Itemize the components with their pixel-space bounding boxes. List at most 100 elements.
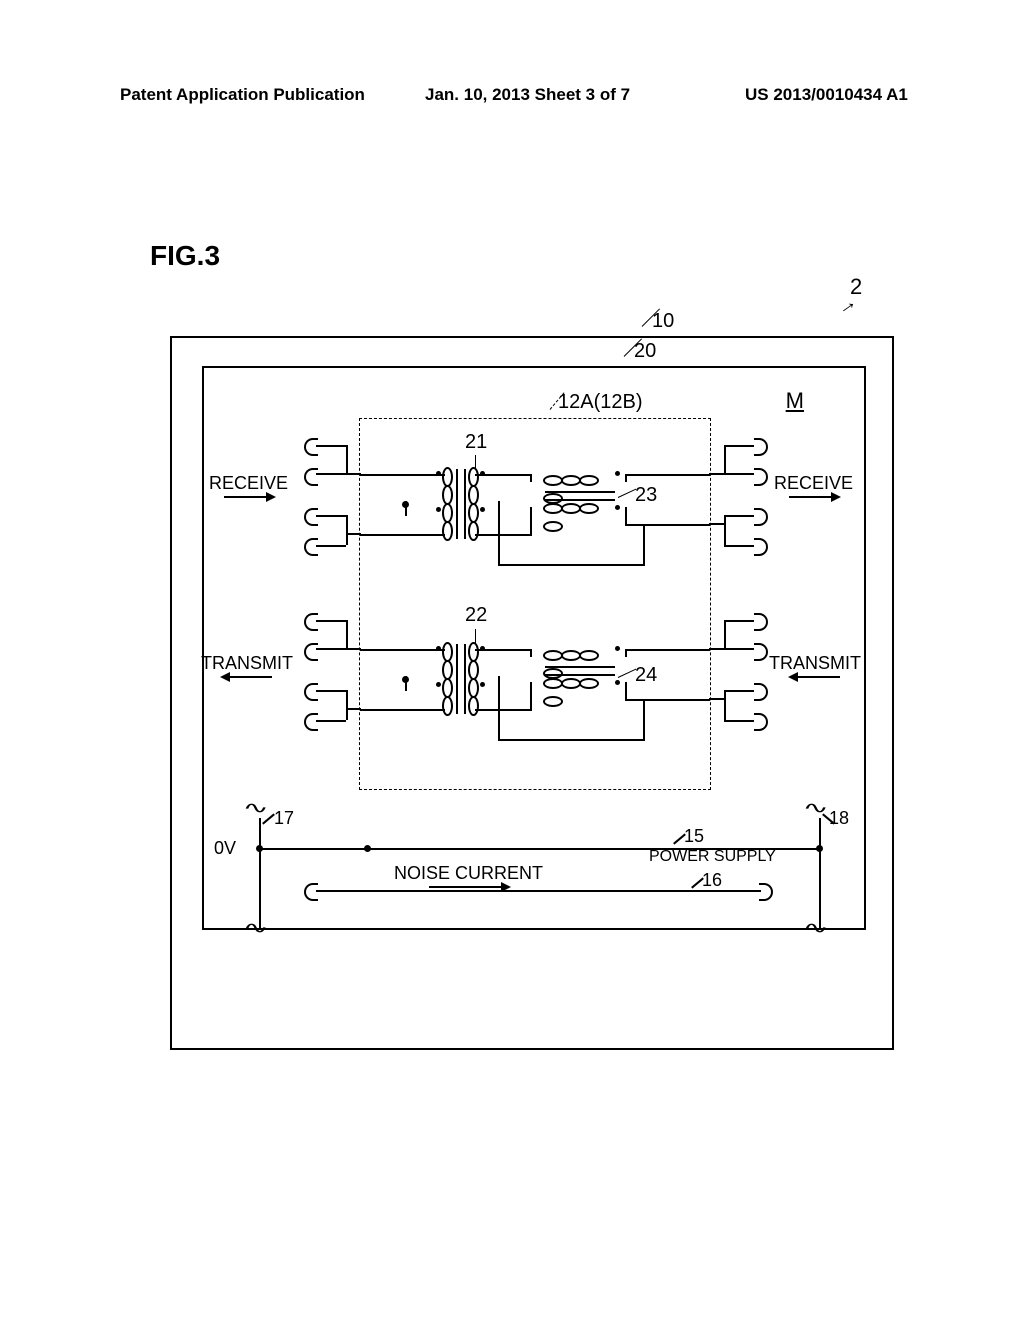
ref-module: 12A(12B) xyxy=(558,391,643,414)
terminal xyxy=(304,883,318,901)
wire xyxy=(475,474,530,476)
wire xyxy=(724,445,754,447)
choke-tx xyxy=(545,654,615,684)
terminal xyxy=(304,468,318,486)
wire xyxy=(346,620,348,648)
header-left: Patent Application Publication xyxy=(120,85,365,105)
wire xyxy=(625,649,710,651)
header-right: US 2013/0010434 A1 xyxy=(745,85,908,105)
transmit-left-label: TRANSMIT xyxy=(201,653,293,678)
arrow-left-icon xyxy=(222,676,272,678)
terminal xyxy=(754,468,768,486)
ref-17: 17 xyxy=(274,808,294,829)
ref-choke-rx-lead xyxy=(618,489,637,498)
ref-choke-tx: 24 xyxy=(635,664,657,687)
wire xyxy=(709,648,754,650)
wire xyxy=(530,507,532,536)
label-text: NOISE CURRENT xyxy=(394,863,543,883)
wire xyxy=(360,534,445,536)
terminal xyxy=(754,438,768,456)
wire xyxy=(643,524,645,566)
noise-current-label: NOISE CURRENT xyxy=(394,863,543,888)
wire xyxy=(498,676,500,741)
node xyxy=(402,676,409,683)
wire xyxy=(316,890,761,892)
terminal xyxy=(304,508,318,526)
inner-block: 20 M 12A(12B) 21 22 23 24 xyxy=(202,366,866,930)
wire xyxy=(316,720,346,722)
break-icon: ∿ xyxy=(242,798,269,818)
ref-18: 18 xyxy=(829,808,849,829)
wire xyxy=(498,739,643,741)
choke-rx xyxy=(545,479,615,509)
terminal xyxy=(304,438,318,456)
ref-16: 16 xyxy=(702,870,722,891)
arrow-right-icon xyxy=(429,886,509,888)
power-supply-label: POWER SUPPLY xyxy=(649,848,776,866)
wire xyxy=(819,818,821,928)
page-header: Patent Application Publication Jan. 10, … xyxy=(0,85,1024,115)
wire xyxy=(316,648,361,650)
node xyxy=(364,845,371,852)
wire xyxy=(475,649,530,651)
wire xyxy=(346,533,361,535)
ref-choke-rx: 23 xyxy=(635,484,657,507)
wire xyxy=(316,690,346,692)
wire xyxy=(724,620,726,648)
label-text: RECEIVE xyxy=(774,473,853,493)
wire xyxy=(724,545,754,547)
figure-caption: FIG.3 xyxy=(150,240,220,272)
terminal xyxy=(754,683,768,701)
wire xyxy=(475,709,530,711)
wire xyxy=(316,545,346,547)
wire xyxy=(316,515,346,517)
wire xyxy=(475,534,530,536)
ref-xfmr-rx: 21 xyxy=(465,431,487,454)
node xyxy=(816,845,823,852)
transformer-tx xyxy=(450,644,468,714)
wire xyxy=(625,474,710,476)
wire xyxy=(498,501,500,566)
outer-block: 10 20 M 12A(12B) 21 22 23 24 xyxy=(170,336,894,1050)
receive-left-label: RECEIVE xyxy=(209,473,288,498)
terminal xyxy=(759,883,773,901)
wire xyxy=(724,690,754,692)
wire xyxy=(346,515,348,545)
wire xyxy=(625,524,710,526)
wire xyxy=(346,445,348,473)
wire xyxy=(643,699,645,741)
module-12: 12A(12B) 21 22 23 24 xyxy=(359,418,711,790)
wire xyxy=(316,620,346,622)
terminal xyxy=(304,713,318,731)
label-text: RECEIVE xyxy=(209,473,288,493)
ref-overall-arrow: ↓ xyxy=(836,297,861,318)
break-icon: ∿ xyxy=(242,918,269,938)
wire xyxy=(709,473,754,475)
terminal xyxy=(754,613,768,631)
wire xyxy=(346,690,348,720)
wire xyxy=(360,649,445,651)
break-icon: ∿ xyxy=(802,918,829,938)
transformer-rx xyxy=(450,469,468,539)
arrow-right-icon xyxy=(224,496,274,498)
terminal xyxy=(754,508,768,526)
header-center: Jan. 10, 2013 Sheet 3 of 7 xyxy=(425,85,630,105)
page: Patent Application Publication Jan. 10, … xyxy=(0,0,1024,1320)
wire xyxy=(530,474,532,482)
terminal xyxy=(304,538,318,556)
region-m-label: M xyxy=(786,388,804,414)
transmit-right-label: TRANSMIT xyxy=(769,653,861,678)
node xyxy=(256,845,263,852)
terminal xyxy=(754,538,768,556)
wire xyxy=(346,708,361,710)
wire xyxy=(724,620,754,622)
wire xyxy=(316,445,346,447)
wire xyxy=(724,445,726,473)
terminal xyxy=(304,683,318,701)
wire xyxy=(530,649,532,657)
ref-xfmr-tx: 22 xyxy=(465,604,487,627)
terminal xyxy=(754,643,768,661)
node xyxy=(402,501,409,508)
receive-right-label: RECEIVE xyxy=(774,473,853,498)
wire xyxy=(360,709,445,711)
